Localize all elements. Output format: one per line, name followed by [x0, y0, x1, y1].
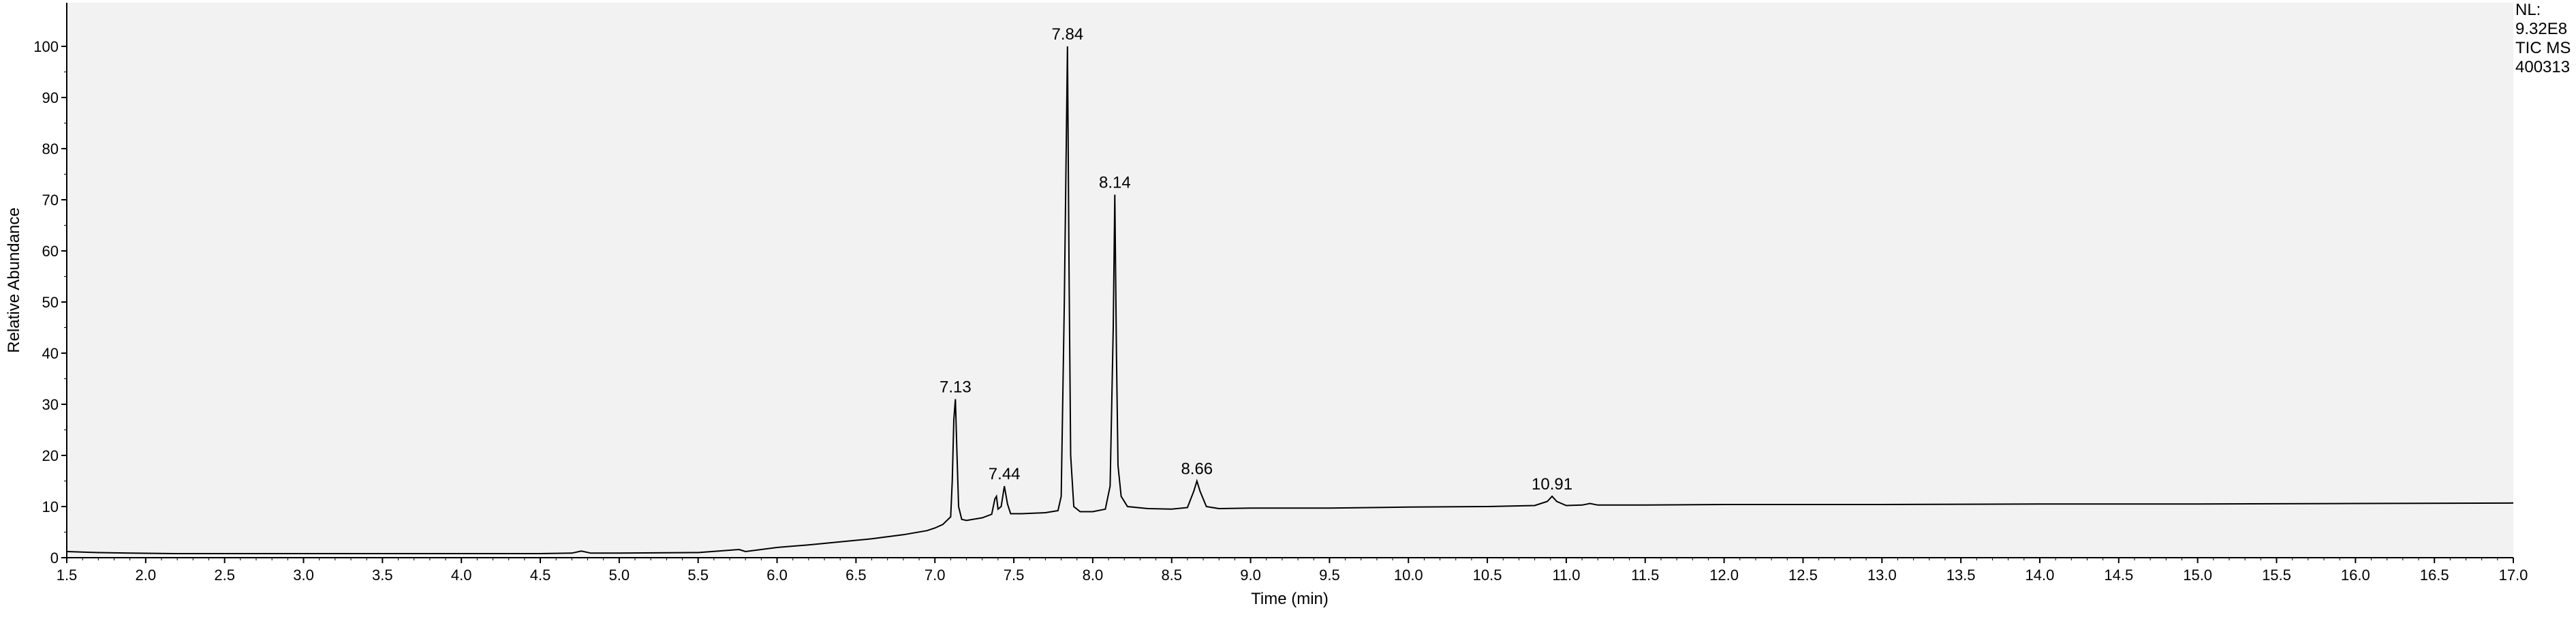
x-tick-label: 9.0 — [1240, 567, 1261, 584]
x-tick-label: 14.0 — [2026, 567, 2055, 584]
y-tick-label: 60 — [42, 243, 59, 260]
peak-label: 7.13 — [940, 378, 972, 397]
x-tick-label: 4.0 — [451, 567, 472, 584]
x-tick-label: 13.5 — [1946, 567, 1976, 584]
x-tick-label: 9.5 — [1319, 567, 1340, 584]
x-tick-label: 16.5 — [2420, 567, 2449, 584]
x-tick-label: 6.0 — [766, 567, 788, 584]
x-tick-label: 8.5 — [1161, 567, 1182, 584]
x-tick-label: 11.5 — [1631, 567, 1659, 584]
y-tick-label: 50 — [42, 294, 59, 311]
x-tick-label: 12.5 — [1788, 567, 1818, 584]
x-tick-label: 4.5 — [530, 567, 551, 584]
x-tick-label: 14.5 — [2104, 567, 2133, 584]
info-nl-label: NL: — [2515, 1, 2541, 19]
peak-label: 7.84 — [1051, 25, 1083, 44]
y-axis-title: Relative Abundance — [5, 207, 23, 353]
x-tick-label: 17.0 — [2499, 567, 2528, 584]
y-tick-label: 20 — [42, 447, 59, 464]
peak-label: 10.91 — [1532, 475, 1572, 494]
y-tick-label: 80 — [42, 140, 59, 157]
x-tick-label: 8.0 — [1083, 567, 1104, 584]
y-tick-label: 0 — [50, 550, 59, 567]
y-tick-label: 30 — [42, 396, 59, 413]
x-tick-label: 7.5 — [1004, 567, 1025, 584]
x-tick-label: 13.0 — [1867, 567, 1897, 584]
x-tick-label: 12.0 — [1709, 567, 1739, 584]
x-axis-title: Time (min) — [1251, 590, 1329, 608]
y-tick-label: 100 — [33, 38, 59, 55]
x-tick-label: 10.0 — [1394, 567, 1423, 584]
x-tick-label: 11.0 — [1552, 567, 1580, 584]
peak-label: 7.44 — [989, 465, 1021, 483]
x-tick-label: 15.0 — [2183, 567, 2212, 584]
peak-label: 8.66 — [1181, 460, 1213, 479]
x-tick-label: 7.0 — [925, 567, 946, 584]
y-tick-label: 70 — [42, 192, 59, 209]
x-tick-label: 2.5 — [214, 567, 235, 584]
info-sample-id: 400313 — [2515, 58, 2570, 76]
plot-background — [67, 3, 2513, 558]
x-tick-label: 16.0 — [2341, 567, 2370, 584]
x-tick-label: 3.5 — [372, 567, 393, 584]
x-tick-label: 10.5 — [1473, 567, 1502, 584]
x-tick-label: 5.5 — [687, 567, 709, 584]
x-tick-label: 15.5 — [2262, 567, 2291, 584]
x-tick-label: 3.0 — [293, 567, 314, 584]
y-tick-label: 90 — [42, 89, 59, 106]
info-scan-type: TIC MS — [2515, 39, 2571, 57]
x-tick-label: 5.0 — [609, 567, 630, 584]
y-tick-label: 10 — [42, 498, 59, 515]
x-tick-label: 1.5 — [57, 567, 78, 584]
x-tick-label: 6.5 — [845, 567, 867, 584]
peak-label: 8.14 — [1099, 174, 1131, 192]
info-nl-value: 9.32E8 — [2515, 20, 2567, 38]
y-tick-label: 40 — [42, 345, 59, 362]
info-block: NL: 9.32E8 TIC MS 400313 — [2515, 1, 2571, 76]
tic-trace — [66, 46, 2514, 554]
x-tick-label: 2.0 — [136, 567, 157, 584]
